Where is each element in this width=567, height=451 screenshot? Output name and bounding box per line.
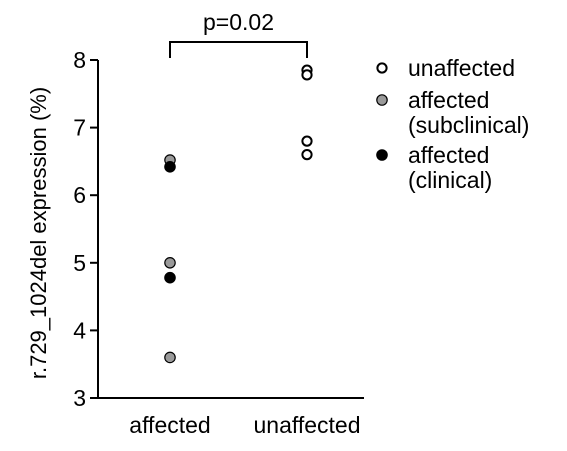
y-tick-label: 6	[73, 182, 86, 208]
axes: 3 4 5 6 7 8 affected unaffected r.729_1024del ex…	[26, 47, 364, 438]
legend-label: affected (subclinical)	[408, 87, 529, 138]
x-tick-label: affected	[129, 412, 210, 438]
data-point	[164, 161, 176, 173]
data-point	[301, 69, 313, 81]
y-tick-label: 4	[73, 317, 86, 343]
x-tick-label: unaffected	[253, 412, 360, 438]
data-point	[301, 135, 313, 147]
data-point	[164, 351, 176, 364]
legend-label: unaffected	[408, 55, 515, 81]
legend-marker	[376, 149, 388, 161]
data-point	[164, 256, 176, 269]
y-tick-label: 8	[73, 47, 86, 73]
y-tick-label: 7	[73, 115, 86, 141]
legend-marker	[376, 94, 388, 106]
y-tick-label: 5	[73, 250, 86, 276]
data-point	[164, 271, 176, 284]
y-axis-title: r.729_1024del expression (%)	[26, 87, 51, 379]
legend: unaffected affected (subclinical)affected(…	[376, 55, 529, 193]
data-points	[164, 64, 313, 364]
legend-marker	[376, 62, 388, 74]
significance-annotation: p=0.02	[169, 9, 308, 58]
significance-bracket	[169, 41, 308, 58]
legend-label: affected (clinical)	[408, 142, 492, 193]
p-value-label: p=0.02	[203, 9, 274, 35]
data-point	[301, 149, 313, 161]
y-tick-label: 3	[73, 385, 86, 411]
